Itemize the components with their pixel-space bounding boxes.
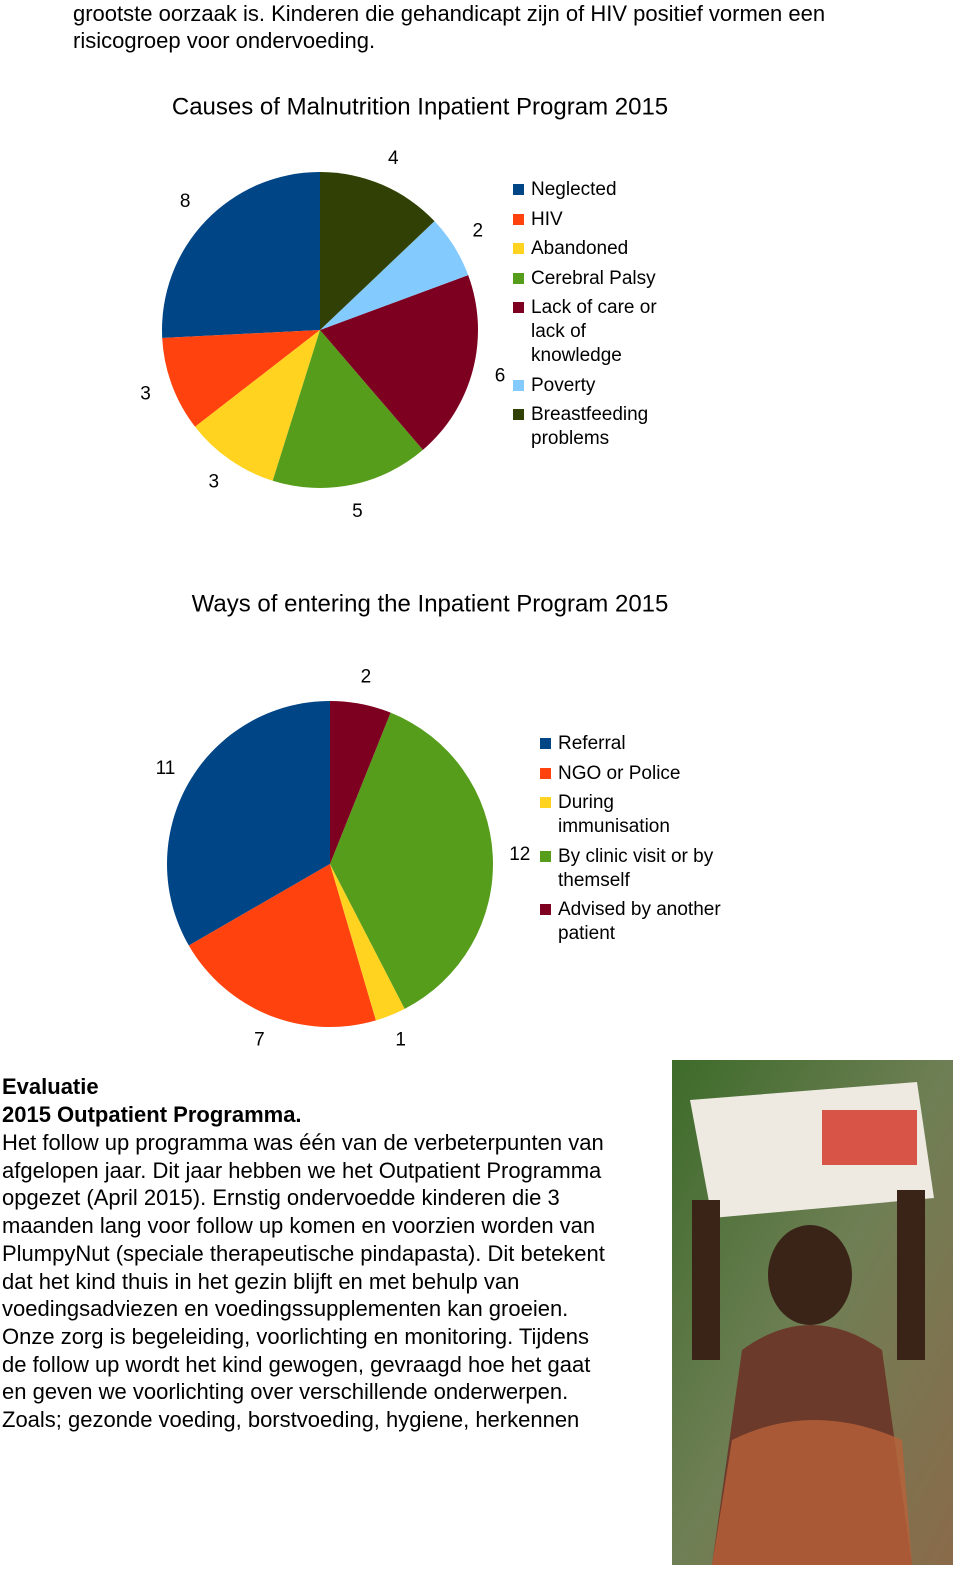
pie-slice — [162, 330, 320, 427]
legend-label: Referral — [558, 733, 626, 754]
legend-label: Poverty — [531, 374, 596, 396]
legend-swatch — [540, 904, 551, 915]
value-label: 6 — [495, 366, 506, 387]
chart-title: Causes of Malnutrition Inpatient Program… — [172, 93, 668, 120]
legend-swatch — [513, 302, 524, 313]
legend-swatch — [540, 797, 551, 808]
body-line: Zoals; gezonde voeding, borstvoeding, hy… — [2, 1407, 580, 1432]
legend-label: Abandoned — [531, 238, 629, 259]
photo — [672, 1060, 953, 1565]
legend-item: Advised by another patient — [540, 898, 725, 946]
intro-line: risicogroep voor ondervoeding. — [73, 28, 376, 53]
value-label: 3 — [208, 472, 219, 493]
legend-swatch — [540, 767, 551, 779]
body-line: dat het kind thuis in het gezin blijft e… — [2, 1268, 520, 1294]
value-label: 2 — [473, 221, 484, 242]
value-label: 7 — [254, 1029, 265, 1050]
legend-label: Cerebral Palsy — [531, 267, 656, 289]
pie-slice — [188, 864, 376, 1027]
legend-item: Poverty — [513, 374, 673, 398]
pie-slice — [320, 275, 478, 450]
legend-item: HIV — [513, 208, 673, 232]
legend-label: Breastfeeding problems — [531, 404, 649, 449]
legend-item: By clinic visit or by themself — [540, 845, 725, 893]
pie-slice — [195, 330, 320, 481]
value-label: 1 — [395, 1029, 406, 1050]
value-label: 4 — [388, 148, 399, 169]
legend-label: By clinic visit or by themself — [558, 845, 714, 891]
legend-item: Referral — [540, 732, 725, 756]
value-label: 8 — [180, 191, 191, 212]
legend-swatch — [513, 184, 524, 195]
pie-slice — [330, 864, 405, 1021]
body-line: en geven we voorlichting over verschille… — [2, 1379, 569, 1405]
legend-label: Advised by another patient — [558, 899, 721, 944]
legend-item: Cerebral Palsy — [513, 267, 673, 291]
pie-slice — [161, 172, 320, 339]
legend-label: HIV — [531, 208, 563, 230]
legend-item: During immunisation — [540, 791, 725, 839]
chart-title: Ways of entering the Inpatient Program 2… — [192, 590, 669, 617]
legend-item: Abandoned — [513, 237, 673, 261]
section-heading: Evaluatie — [2, 1074, 99, 1099]
legend-swatch — [513, 409, 524, 420]
legend-item: Breastfeeding problems — [513, 403, 673, 451]
value-label: 12 — [509, 844, 530, 865]
pie-slice — [320, 172, 435, 330]
value-label: 11 — [156, 758, 176, 779]
value-label: 2 — [361, 666, 372, 687]
legend-label: NGO or Police — [558, 762, 681, 784]
pie-slice — [330, 712, 493, 1009]
legend-item: NGO or Police — [540, 762, 725, 786]
legend-label: Lack of care or lack of knowledge — [531, 297, 657, 366]
legend-swatch — [513, 243, 524, 254]
charts: Causes of Malnutrition Inpatient Program… — [140, 93, 669, 1050]
pie-slice — [167, 701, 330, 946]
value-label: 5 — [352, 501, 363, 522]
legend: Referral NGO or Police During immunisation… — [540, 732, 725, 952]
legend-swatch — [540, 850, 551, 862]
legend-swatch — [513, 379, 524, 391]
body-line: opgezet (April 2015). Ernstig ondervoedd… — [2, 1185, 560, 1211]
legend-item: Neglected — [513, 178, 673, 202]
intro-line: grootste oorzaak is. Kinderen die gehand… — [73, 1, 826, 26]
body-line: afgelopen jaar. Dit jaar hebben we het O… — [2, 1157, 602, 1183]
pie-slice — [272, 330, 423, 489]
legend-label: During immunisation — [558, 792, 670, 837]
body-line: PlumpyNut (speciale therapeutische pinda… — [2, 1240, 605, 1266]
pie-slice — [330, 701, 391, 864]
body-line: voedingsadviezen en voedingssupplementen… — [2, 1296, 569, 1322]
pie-slice — [320, 221, 469, 330]
section-subheading: 2015 Outpatient Programma. — [2, 1102, 302, 1127]
legend-label: Neglected — [531, 179, 617, 200]
body-line: maanden lang voor follow up komen en voo… — [2, 1213, 596, 1239]
legend-item: Lack of care or lack of knowledge — [513, 296, 673, 368]
legend: Neglected HIV Abandoned Cerebral Palsy Lack … — [513, 178, 673, 457]
legend-swatch — [513, 272, 524, 284]
body-line: de follow up wordt het kind gewogen, gev… — [2, 1351, 591, 1377]
legend-swatch — [513, 213, 524, 225]
value-label: 3 — [140, 384, 151, 405]
body-line: Onze zorg is begeleiding, voorlichting e… — [2, 1323, 589, 1349]
legend-swatch — [540, 738, 551, 749]
body-line: Het follow up programma was één van de v… — [2, 1130, 604, 1155]
